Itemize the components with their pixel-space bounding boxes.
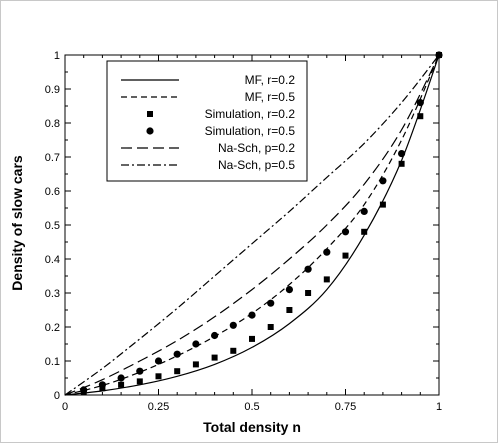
y-tick-label: 0.8 <box>45 118 60 130</box>
x-tick-label: 1 <box>436 401 442 413</box>
series-point-simulation-r-0-2 <box>249 335 255 342</box>
series-point-simulation-r-0-5 <box>136 367 144 375</box>
y-tick-label: 0 <box>54 390 60 402</box>
series-point-simulation-r-0-2 <box>230 347 237 354</box>
series-point-simulation-r-0-2 <box>174 368 181 375</box>
series-point-simulation-r-0-5 <box>154 357 163 365</box>
series-point-simulation-r-0-5 <box>285 286 293 294</box>
y-tick-label: 0.6 <box>45 186 60 198</box>
series-point-simulation-r-0-5 <box>229 321 237 329</box>
series-point-simulation-r-0-2 <box>211 354 218 361</box>
x-tick-label: 0.5 <box>244 401 259 413</box>
series-point-simulation-r-0-5 <box>173 350 181 358</box>
y-axis-title: Density of slow cars <box>9 155 25 291</box>
legend-label-mf-r-0-2: MF, r=0.2 <box>245 73 296 87</box>
legend-label-simulation-r-0-5: Simulation, r=0.5 <box>205 124 296 138</box>
y-tick-label: 1 <box>54 50 60 62</box>
series-point-simulation-r-0-5 <box>416 99 424 107</box>
series-line-mf-r-0-5 <box>64 54 440 396</box>
series-point-simulation-r-0-5 <box>192 340 200 348</box>
series-point-simulation-r-0-5 <box>304 265 312 273</box>
y-tick-label: 0.7 <box>45 152 60 164</box>
series-point-simulation-r-0-2 <box>342 252 349 259</box>
series-point-simulation-r-0-2 <box>379 201 386 208</box>
legend-label-mf-r-0-5: MF, r=0.5 <box>245 90 296 104</box>
series-point-simulation-r-0-2 <box>305 290 312 296</box>
series-point-simulation-r-0-5 <box>117 374 125 382</box>
x-axis-title: Total density n <box>203 419 301 435</box>
series-point-simulation-r-0-2 <box>136 378 143 385</box>
legend-label-simulation-r-0-2: Simulation, r=0.2 <box>205 107 296 121</box>
series-point-simulation-r-0-5 <box>211 331 219 340</box>
series-point-simulation-r-0-2 <box>398 160 405 167</box>
series-point-simulation-r-0-2 <box>155 373 162 380</box>
series-point-simulation-r-0-5 <box>360 207 368 215</box>
legend-symbol-simulation-r-0-2 <box>147 111 153 117</box>
y-tick-label: 0.5 <box>45 220 60 232</box>
legend-label-na-sch-p-0-2: Na-Sch, p=0.2 <box>218 141 295 155</box>
y-tick-label: 0.3 <box>45 288 60 300</box>
series-point-simulation-r-0-2 <box>286 307 293 313</box>
series-point-simulation-r-0-5 <box>323 248 331 256</box>
x-tick-label: 0.75 <box>335 401 356 413</box>
series-point-simulation-r-0-2 <box>417 113 424 120</box>
series-point-simulation-r-0-5 <box>98 381 106 389</box>
series-point-simulation-r-0-2 <box>118 381 125 388</box>
series-line-na-sch-p-0-5 <box>64 54 440 396</box>
y-tick-label: 0.9 <box>45 84 60 96</box>
x-tick-label: 0.25 <box>148 401 169 413</box>
legend-symbol-simulation-r-0-5 <box>146 127 154 135</box>
series-point-simulation-r-0-5 <box>267 299 275 307</box>
x-tick-label: 0 <box>62 401 68 413</box>
series-point-simulation-r-0-5 <box>398 150 406 158</box>
series-point-simulation-r-0-5 <box>248 311 256 319</box>
series-line-na-sch-p-0-2 <box>64 54 440 396</box>
y-tick-label: 0.2 <box>45 322 60 334</box>
series-line-mf-r-0-2 <box>64 54 440 396</box>
series-point-simulation-r-0-2 <box>192 361 199 368</box>
y-tick-label: 0.1 <box>45 356 60 368</box>
legend-box <box>106 60 308 182</box>
series-point-simulation-r-0-5 <box>379 177 387 185</box>
series-point-simulation-r-0-5 <box>341 228 350 236</box>
series-point-simulation-r-0-2 <box>323 276 330 283</box>
legend-label-na-sch-p-0-5: Na-Sch, p=0.5 <box>218 158 295 172</box>
series-point-simulation-r-0-2 <box>361 228 368 235</box>
series-point-simulation-r-0-2 <box>267 324 274 330</box>
y-tick-label: 0.4 <box>45 254 60 266</box>
